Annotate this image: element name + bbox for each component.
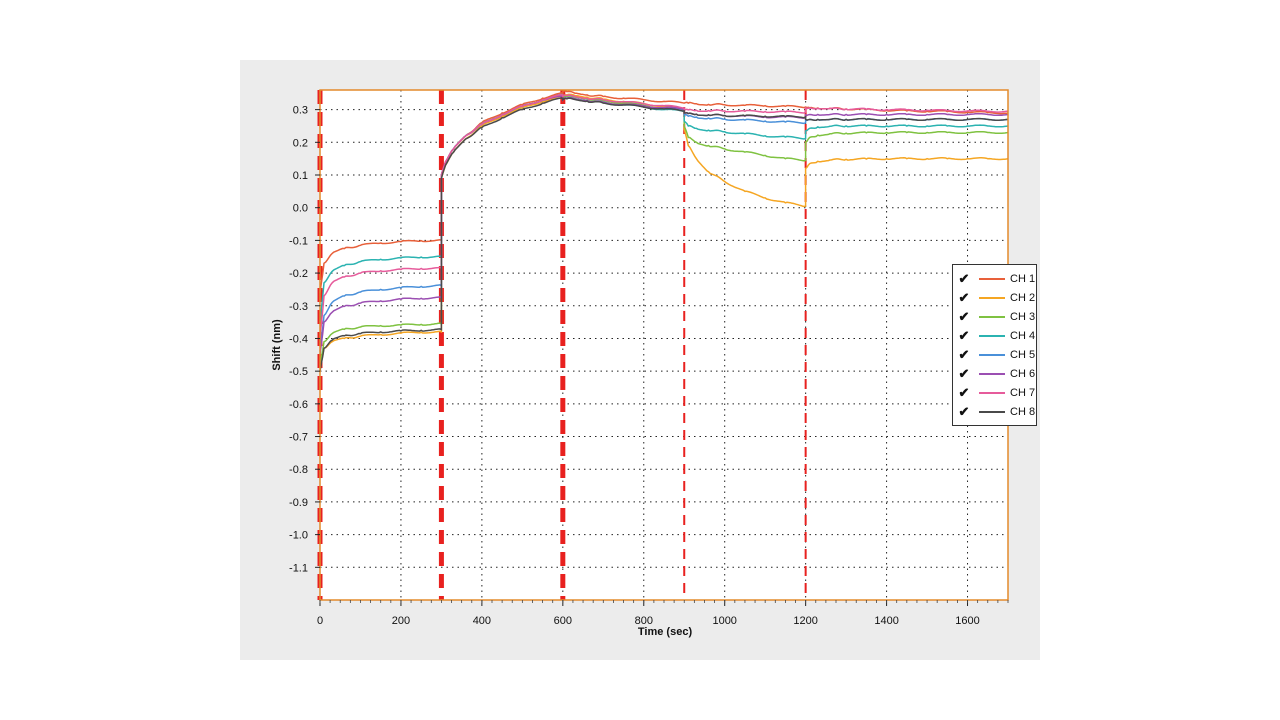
- y-tick-label: -1.0: [289, 530, 308, 542]
- y-axis-title: Shift (nm): [271, 319, 283, 371]
- legend-item-ch5[interactable]: ✔ CH 5: [953, 345, 1036, 364]
- y-tick-label: -1.1: [289, 562, 308, 574]
- legend-label: CH 5: [1010, 349, 1035, 361]
- legend-item-ch1[interactable]: ✔ CH 1: [953, 269, 1036, 288]
- legend-label: CH 8: [1010, 406, 1035, 418]
- chart-panel: 0 200 400 600 800 1000 1200 1400 1600 0.3 0.2 0.1 0…: [240, 60, 1040, 660]
- legend-item-ch8[interactable]: ✔ CH 8: [953, 402, 1036, 421]
- y-tick-label: -0.3: [289, 301, 308, 313]
- plot-area: [320, 90, 1008, 600]
- y-tick-label: -0.8: [289, 464, 308, 476]
- x-axis-ticks: 0 200 400 600 800 1000 1200 1400 1600: [317, 600, 1008, 627]
- legend: ✔ CH 1 ✔ CH 2 ✔ CH 3 ✔ CH 4 ✔ CH 5 ✔ CH 6 ✔ CH 7 ✔ CH 8: [952, 264, 1037, 426]
- x-tick-label: 600: [554, 615, 572, 627]
- legend-item-ch6[interactable]: ✔ CH 6: [953, 364, 1036, 383]
- checkmark-icon[interactable]: ✔: [955, 366, 973, 382]
- x-axis-title: Time (sec): [638, 626, 693, 638]
- y-tick-label: 0.0: [293, 203, 308, 215]
- legend-item-ch4[interactable]: ✔ CH 4: [953, 326, 1036, 345]
- x-tick-label: 400: [473, 615, 491, 627]
- checkmark-icon[interactable]: ✔: [955, 290, 973, 306]
- x-tick-label: 1000: [712, 615, 736, 627]
- legend-label: CH 2: [1010, 292, 1035, 304]
- y-tick-label: -0.4: [289, 333, 308, 345]
- legend-label: CH 1: [1010, 273, 1035, 285]
- x-tick-label: 200: [392, 615, 410, 627]
- legend-item-ch3[interactable]: ✔ CH 3: [953, 307, 1036, 326]
- y-tick-label: 0.3: [293, 105, 308, 117]
- legend-item-ch7[interactable]: ✔ CH 7: [953, 383, 1036, 402]
- y-tick-label: 0.2: [293, 137, 308, 149]
- legend-swatch: [979, 373, 1005, 375]
- y-tick-label: 0.1: [293, 170, 308, 182]
- shift-vs-time-chart: 0 200 400 600 800 1000 1200 1400 1600 0.30.20.10…: [240, 60, 1040, 660]
- y-tick-label: -0.5: [289, 366, 308, 378]
- legend-swatch: [979, 316, 1005, 318]
- checkmark-icon[interactable]: ✔: [955, 271, 973, 287]
- y-tick-label: -0.6: [289, 399, 308, 411]
- x-tick-label: 0: [317, 615, 323, 627]
- y-tick-label: -0.1: [289, 235, 308, 247]
- legend-swatch: [979, 392, 1005, 394]
- legend-swatch: [979, 335, 1005, 337]
- legend-label: CH 7: [1010, 387, 1035, 399]
- legend-swatch: [979, 411, 1005, 413]
- checkmark-icon[interactable]: ✔: [955, 347, 973, 363]
- y-tick-label: -0.2: [289, 268, 308, 280]
- checkmark-icon[interactable]: ✔: [955, 385, 973, 401]
- checkmark-icon[interactable]: ✔: [955, 309, 973, 325]
- legend-swatch: [979, 297, 1005, 299]
- checkmark-icon[interactable]: ✔: [955, 328, 973, 344]
- legend-label: CH 3: [1010, 311, 1035, 323]
- legend-swatch: [979, 278, 1005, 280]
- x-tick-label: 1400: [874, 615, 898, 627]
- legend-label: CH 6: [1010, 368, 1035, 380]
- x-tick-label: 1600: [955, 615, 979, 627]
- y-tick-label: -0.7: [289, 432, 308, 444]
- y-tick-label: -0.9: [289, 497, 308, 509]
- y-axis-ticks: 0.3 0.2 0.1 0.0 -0.1 -0.2 -0.3 -0.4 -0.5 -0.6 -0.7…: [289, 105, 320, 575]
- legend-item-ch2[interactable]: ✔ CH 2: [953, 288, 1036, 307]
- checkmark-icon[interactable]: ✔: [955, 404, 973, 420]
- x-tick-label: 1200: [793, 615, 817, 627]
- legend-label: CH 4: [1010, 330, 1035, 342]
- legend-swatch: [979, 354, 1005, 356]
